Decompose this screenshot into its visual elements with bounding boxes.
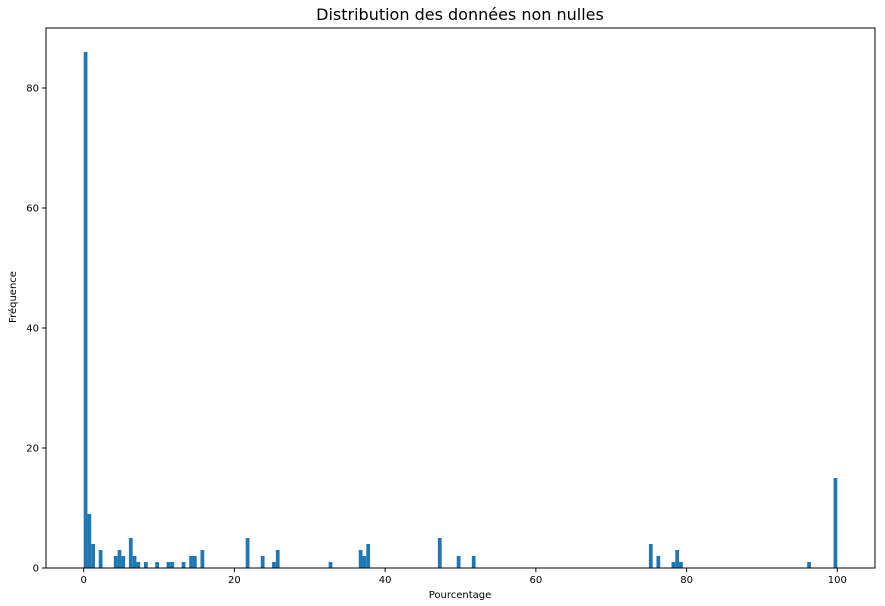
histogram-bar bbox=[113, 556, 118, 568]
x-tick-label: 100 bbox=[828, 575, 847, 586]
x-axis-label: Pourcentage bbox=[429, 590, 492, 601]
histogram-bar bbox=[648, 544, 653, 568]
histogram-bar bbox=[136, 562, 141, 568]
histogram-bar bbox=[87, 514, 92, 568]
y-tick-label: 0 bbox=[33, 564, 39, 575]
histogram-bar bbox=[181, 562, 186, 568]
histogram-bar bbox=[200, 550, 205, 568]
histogram-bar bbox=[245, 538, 250, 568]
y-tick-label: 60 bbox=[26, 204, 39, 215]
histogram-bar bbox=[272, 562, 276, 568]
histogram-bar bbox=[656, 556, 661, 568]
histogram-bar bbox=[117, 550, 122, 568]
histogram-bar bbox=[671, 562, 676, 568]
bars-group bbox=[83, 52, 838, 568]
histogram-bar bbox=[437, 538, 442, 568]
histogram-bar bbox=[155, 562, 160, 568]
histogram-bar bbox=[260, 556, 265, 568]
x-tick-label: 0 bbox=[80, 575, 86, 586]
x-tick-label: 40 bbox=[379, 575, 392, 586]
histogram-bar bbox=[91, 544, 95, 568]
histogram-bar bbox=[358, 550, 363, 568]
histogram-bar bbox=[471, 556, 476, 568]
histogram-bar bbox=[807, 562, 811, 568]
histogram-bar bbox=[121, 556, 126, 568]
histogram-bar bbox=[143, 562, 148, 568]
histogram-bar bbox=[366, 544, 371, 568]
histogram-bar bbox=[192, 556, 197, 568]
histogram-bar bbox=[675, 550, 680, 568]
histogram-bar bbox=[833, 478, 838, 568]
x-tick-label: 20 bbox=[228, 575, 241, 586]
histogram-bar bbox=[679, 562, 683, 568]
y-tick-label: 80 bbox=[26, 84, 39, 95]
histogram-bar bbox=[328, 562, 333, 568]
histogram-bar bbox=[83, 52, 88, 568]
y-axis-label: Fréquence bbox=[7, 271, 19, 323]
histogram-bar bbox=[456, 556, 461, 568]
histogram-bar bbox=[170, 562, 175, 568]
axes-group: 0 20 40 60 80 100 0 20 40 60 80 bbox=[26, 27, 876, 586]
plot-frame bbox=[45, 27, 876, 569]
x-tick-label: 80 bbox=[680, 575, 693, 586]
x-tick-label: 60 bbox=[529, 575, 542, 586]
y-tick-label: 20 bbox=[26, 444, 39, 455]
histogram-bar bbox=[128, 538, 133, 568]
chart-title: Distribution des données non nulles bbox=[316, 5, 604, 24]
histogram-bar bbox=[132, 556, 137, 568]
histogram-bar bbox=[166, 562, 171, 568]
histogram-bar bbox=[362, 556, 367, 568]
histogram-bar bbox=[275, 550, 280, 568]
y-tick-label: 40 bbox=[26, 324, 39, 335]
histogram-bar bbox=[189, 556, 193, 568]
histogram-bar bbox=[98, 550, 103, 568]
